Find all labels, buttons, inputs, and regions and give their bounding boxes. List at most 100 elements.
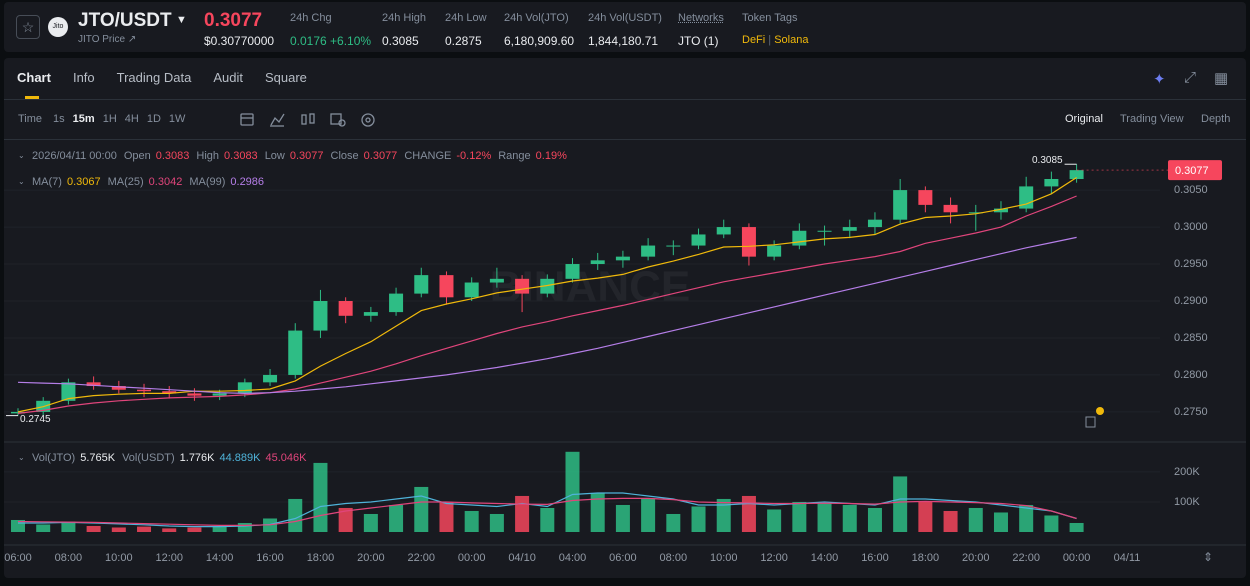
candle-body xyxy=(137,389,152,392)
token-link[interactable]: JITO Price ↗ xyxy=(78,34,137,45)
candle-body xyxy=(489,278,504,283)
y-tick-label: 0.2800 xyxy=(1174,369,1208,381)
legend-text: 45.046K xyxy=(266,452,308,464)
legend-text: 0.3042 xyxy=(149,176,183,188)
legend-text: 2026/04/11 00:00 xyxy=(32,150,117,162)
interval[interactable]: 4H xyxy=(124,113,139,125)
alert-dot xyxy=(1096,407,1104,415)
candle-body xyxy=(792,230,807,246)
layout-button[interactable]: ▦ xyxy=(1214,70,1229,87)
volume-legend: Vol(JTO) 5.765K Vol(USDT) 1.776K 44.889K 45.0… xyxy=(32,452,307,464)
stat-value: JTO (1) xyxy=(678,34,719,48)
ohlc-legend: 2026/04/11 00:00 Open 0.3083 High 0.3083 Low 0… xyxy=(32,150,567,162)
tab[interactable]: Trading Data xyxy=(116,70,192,85)
last-price-tag xyxy=(1168,160,1222,181)
tab[interactable]: Chart xyxy=(17,70,51,85)
x-tick-label: 14:00 xyxy=(206,552,234,564)
candle-body xyxy=(741,227,756,257)
volume-bar xyxy=(61,521,76,532)
y-tick-label: 0.3050 xyxy=(1174,184,1208,196)
favorite-button[interactable]: ☆ xyxy=(16,15,40,39)
stat-value: 0.0176 +6.10% xyxy=(290,34,372,48)
pair-dropdown[interactable]: ▼ xyxy=(176,14,187,26)
token-tag[interactable]: Solana xyxy=(774,34,809,46)
volume-bar xyxy=(288,498,303,532)
indicator-icon[interactable] xyxy=(240,113,254,126)
legend-text: MA(7) xyxy=(32,176,62,188)
x-tick-label: 12:00 xyxy=(760,552,788,564)
marker-label: 0.3085 xyxy=(1032,155,1063,166)
token-tag[interactable]: DeFi xyxy=(742,34,766,46)
x-tick-label: 20:00 xyxy=(962,552,990,564)
scale-toggle: ⇕ xyxy=(1203,550,1213,564)
volume-bar xyxy=(414,486,429,532)
candle-body xyxy=(590,260,605,265)
view-option[interactable]: Trading View xyxy=(1120,113,1184,125)
chart-type-icon[interactable] xyxy=(270,113,285,126)
last-price-label: 0.3077 xyxy=(1175,165,1209,177)
volume-bar xyxy=(767,509,782,532)
legend-text: 0.2986 xyxy=(230,176,264,188)
volume-bar xyxy=(515,495,530,532)
candle-body xyxy=(414,275,429,294)
y-tick-label: 0.2900 xyxy=(1174,295,1208,307)
candle-body xyxy=(842,227,857,231)
volume-bar xyxy=(111,527,126,532)
usd-price: $0.30770000 xyxy=(204,34,275,48)
candle-icon[interactable] xyxy=(301,114,307,125)
volume-bar xyxy=(36,524,51,532)
candle-body xyxy=(61,382,76,401)
view-option[interactable]: Original xyxy=(1065,113,1103,125)
legend-text: 0.3083 xyxy=(156,150,190,162)
candle-body xyxy=(363,312,378,316)
pair-name[interactable]: JTO/USDT xyxy=(78,10,172,31)
volume-bar xyxy=(489,513,504,532)
volume-bar xyxy=(1069,522,1084,532)
interval[interactable]: 1H xyxy=(102,113,117,125)
volume-ma-line xyxy=(18,492,1077,528)
marker-label: 0.2745 xyxy=(20,414,51,425)
candle-body xyxy=(641,245,656,257)
ai-button[interactable]: ✦ xyxy=(1153,71,1166,88)
interval[interactable]: 15m xyxy=(72,113,95,125)
interval[interactable]: 1D xyxy=(146,113,161,125)
stat-value: 1,844,180.71 xyxy=(588,34,659,48)
y-tick-label: 0.2850 xyxy=(1174,332,1208,344)
candle-body xyxy=(288,330,303,375)
volume-bar xyxy=(918,501,933,532)
legend-text: 0.3083 xyxy=(224,150,258,162)
interval[interactable]: 1s xyxy=(53,113,65,125)
stat-label: 24h Chg xyxy=(290,12,332,24)
tab[interactable]: Square xyxy=(264,70,307,85)
token-link-text[interactable]: JITO Price xyxy=(78,34,126,45)
x-tick-label: 00:00 xyxy=(458,552,486,564)
x-tick-label: 10:00 xyxy=(105,552,133,564)
depth-icon[interactable] xyxy=(361,113,375,127)
legend-text: -0.12% xyxy=(456,150,491,162)
view-option[interactable]: Depth xyxy=(1201,113,1231,125)
candle-body xyxy=(691,234,706,246)
volume-bar xyxy=(464,510,479,532)
candle-body xyxy=(918,190,933,205)
volume-bar xyxy=(237,522,252,532)
volume-bar xyxy=(439,501,454,532)
x-tick-label: 16:00 xyxy=(861,552,889,564)
x-tick-label: 06:00 xyxy=(609,552,637,564)
stat-label: 24h Vol(USDT) xyxy=(588,12,662,24)
volume-bar xyxy=(313,462,328,532)
ma-line xyxy=(17,236,1077,395)
candle-body xyxy=(515,278,530,294)
settings-icon[interactable] xyxy=(330,113,342,125)
token-logo: Jito xyxy=(48,17,68,37)
volume-bar xyxy=(842,504,857,532)
tab[interactable]: Info xyxy=(72,70,95,85)
interval[interactable]: 1W xyxy=(168,113,186,125)
legend-text: Low xyxy=(265,150,285,162)
candle-body xyxy=(111,386,126,390)
volume-bar xyxy=(792,501,807,532)
fullscreen-button[interactable]: ⤢ xyxy=(1184,69,1197,86)
legend-text: Vol(USDT) xyxy=(122,452,175,464)
ma-line xyxy=(17,195,1077,414)
tab[interactable]: Audit xyxy=(213,70,243,85)
